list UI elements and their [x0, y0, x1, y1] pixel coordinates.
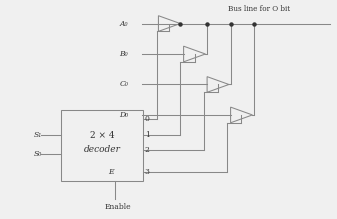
Text: 2: 2: [145, 146, 150, 154]
Text: Bus line for O bit: Bus line for O bit: [228, 5, 290, 13]
Text: Enable: Enable: [104, 203, 131, 211]
Text: 0: 0: [145, 115, 150, 123]
Text: A₀: A₀: [120, 19, 128, 28]
Text: C₀: C₀: [119, 80, 128, 88]
Text: S₀: S₀: [34, 150, 42, 158]
Text: 2 × 4: 2 × 4: [90, 131, 115, 140]
Text: B₀: B₀: [120, 50, 128, 58]
Text: 3: 3: [145, 168, 150, 175]
Text: S₁: S₁: [34, 131, 42, 139]
Text: decoder: decoder: [84, 145, 121, 154]
Text: D₀: D₀: [119, 111, 128, 119]
Text: E: E: [108, 168, 113, 176]
Text: 1: 1: [145, 131, 150, 139]
